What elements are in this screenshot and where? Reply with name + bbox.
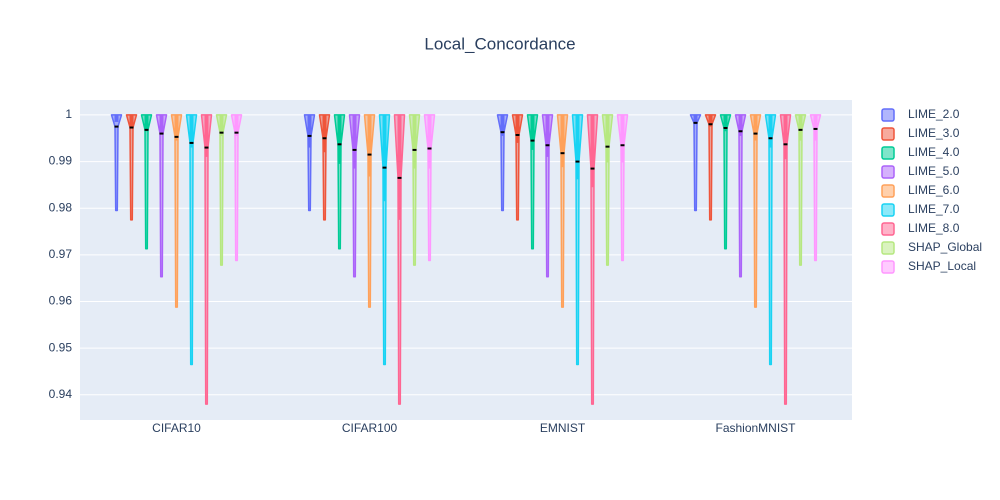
violin-box xyxy=(352,114,357,169)
y-tick-label: 0.96 xyxy=(49,294,73,308)
legend-label: SHAP_Local xyxy=(908,259,976,273)
legend-label: LIME_3.0 xyxy=(908,126,960,140)
legend-swatch xyxy=(881,222,895,236)
y-tick-label: 0.94 xyxy=(49,387,73,401)
x-tick-label: CIFAR10 xyxy=(152,421,201,435)
legend-swatch xyxy=(881,184,895,198)
violin-box xyxy=(530,114,535,150)
violin-box xyxy=(590,114,595,188)
violin-box xyxy=(545,114,550,157)
violin-box xyxy=(397,114,402,220)
y-tick-label: 0.95 xyxy=(49,340,73,354)
legend-label: SHAP_Global xyxy=(908,240,982,254)
violin-box xyxy=(620,114,625,163)
legend-label: LIME_2.0 xyxy=(908,107,960,121)
legend-swatch xyxy=(881,203,895,217)
legend-swatch xyxy=(881,165,895,179)
violin-box xyxy=(575,114,580,180)
violin-box xyxy=(753,114,758,141)
legend-swatch xyxy=(881,260,895,274)
violin-box xyxy=(768,114,773,148)
y-tick-label: 0.97 xyxy=(49,247,73,261)
violin-box xyxy=(783,114,788,160)
violin-box xyxy=(693,114,698,125)
violin-box xyxy=(337,114,342,164)
violin-box xyxy=(204,114,209,157)
legend-swatch xyxy=(881,241,895,255)
violin-box xyxy=(723,114,728,132)
violin-box xyxy=(427,114,432,169)
violin-box xyxy=(322,114,327,153)
y-tick-label: 0.98 xyxy=(49,200,73,214)
violin-box xyxy=(813,114,818,141)
chart-title: Local_Concordance xyxy=(424,34,575,53)
x-tick-label: CIFAR100 xyxy=(342,421,398,435)
x-tick-label: EMNIST xyxy=(540,421,586,435)
violin-box xyxy=(367,114,372,177)
violin-box xyxy=(129,114,134,127)
violin-box xyxy=(159,114,164,134)
legend-label: LIME_6.0 xyxy=(908,183,960,197)
violin-box xyxy=(798,114,803,141)
violin-box xyxy=(189,114,194,148)
legend-label: LIME_7.0 xyxy=(908,202,960,216)
violin-box xyxy=(114,114,119,122)
violin-box xyxy=(219,114,224,136)
violin-box xyxy=(144,114,149,132)
violin-box xyxy=(382,114,387,202)
legend-label: LIME_5.0 xyxy=(908,164,960,178)
violin-box xyxy=(605,114,610,163)
legend-swatch xyxy=(881,146,895,160)
violin-box xyxy=(234,114,239,136)
violin-box xyxy=(738,114,743,136)
violin-box xyxy=(307,114,312,148)
violin-box xyxy=(174,114,179,141)
violin-box xyxy=(708,114,713,127)
legend-label: LIME_4.0 xyxy=(908,145,960,159)
legend-label: LIME_8.0 xyxy=(908,221,960,235)
violin-box xyxy=(515,114,520,143)
plot-area xyxy=(80,100,852,420)
violin-box xyxy=(560,114,565,168)
legend-swatch xyxy=(881,108,895,122)
violin-box xyxy=(500,114,505,136)
y-tick-label: 0.99 xyxy=(49,154,73,168)
legend-swatch xyxy=(881,127,895,141)
y-tick-label: 1 xyxy=(65,107,72,121)
x-tick-label: FashionMNIST xyxy=(715,421,796,435)
violin-box xyxy=(412,114,417,169)
